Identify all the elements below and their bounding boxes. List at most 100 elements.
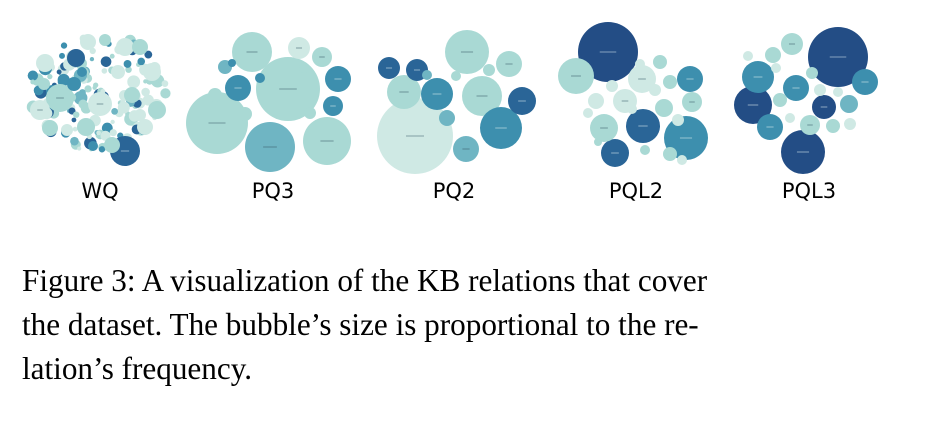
relation-bubble xyxy=(88,141,98,151)
figure-image: WQ PQ3 PQ2 PQL2 PQL3 xyxy=(26,22,878,203)
relation-bubble xyxy=(89,56,95,62)
relation-bubble xyxy=(77,146,82,151)
relation-bubble xyxy=(663,75,677,89)
relation-bubble xyxy=(833,87,843,97)
relation-bubble xyxy=(137,119,153,135)
bubble-panel-pql3 xyxy=(734,27,878,174)
relation-bubble xyxy=(304,107,316,119)
relation-bubble xyxy=(844,118,856,130)
relation-bubble xyxy=(70,136,79,146)
relation-bubble xyxy=(123,60,132,68)
relation-bubble xyxy=(127,75,141,89)
panel-label-pq3: PQ3 xyxy=(252,179,295,203)
relation-bubble xyxy=(785,113,795,123)
relation-bubble xyxy=(71,117,77,123)
relation-bubble xyxy=(84,85,92,93)
relation-bubble xyxy=(672,114,684,126)
relation-bubble xyxy=(77,118,95,136)
relation-bubble xyxy=(57,73,70,86)
relation-bubble xyxy=(110,119,115,125)
relation-bubble xyxy=(814,84,826,96)
relation-bubble xyxy=(677,155,687,165)
relation-bubble xyxy=(38,78,50,90)
bubble-panel-wq xyxy=(26,34,171,166)
relation-bubble xyxy=(67,49,85,67)
relation-bubble xyxy=(826,119,840,133)
relation-bubble xyxy=(134,109,146,121)
relation-bubble xyxy=(72,111,80,118)
relation-bubble xyxy=(117,101,130,114)
relation-bubble xyxy=(144,50,153,59)
caption-figure-number: Figure 3: xyxy=(22,263,136,298)
bubble-panel-pql2 xyxy=(558,22,708,167)
relation-bubble xyxy=(483,64,495,76)
figure-caption: Figure 3: A visualization of the KB rela… xyxy=(22,259,917,391)
caption-line-3: lation’s frequency. xyxy=(22,351,253,386)
bubble-panel-pq2 xyxy=(377,30,536,174)
relation-bubble xyxy=(42,120,58,136)
relation-bubble xyxy=(583,108,593,118)
relation-bubble xyxy=(67,77,81,91)
relation-bubble xyxy=(208,88,222,102)
relation-bubble xyxy=(588,93,604,109)
relation-bubble xyxy=(93,82,99,88)
relation-bubble xyxy=(111,65,125,79)
relation-bubble xyxy=(47,73,53,80)
relation-bubble xyxy=(228,59,236,67)
relation-bubble xyxy=(771,63,781,73)
relation-bubble xyxy=(89,47,96,55)
relation-bubble xyxy=(101,122,113,134)
relation-bubble xyxy=(255,73,265,83)
relation-bubble xyxy=(840,95,858,113)
bubble-panel-pq3 xyxy=(186,32,351,172)
relation-bubble xyxy=(594,138,602,146)
relation-bubble xyxy=(743,51,753,61)
relation-bubble xyxy=(96,130,101,136)
panel-label-pql3: PQL3 xyxy=(782,179,836,203)
relation-bubble xyxy=(60,42,68,49)
relation-bubble xyxy=(161,80,169,87)
relation-bubble xyxy=(627,104,637,114)
relation-bubble xyxy=(100,56,112,67)
relation-bubble xyxy=(72,126,78,132)
relation-bubble xyxy=(663,147,677,161)
relation-bubble xyxy=(109,129,117,137)
relation-bubble xyxy=(160,88,171,99)
relation-bubble xyxy=(125,66,132,73)
relation-bubble xyxy=(773,93,787,107)
relation-bubble xyxy=(61,124,73,136)
relation-bubble xyxy=(104,137,120,153)
caption-line-1-text: A visualization of the KB relations that… xyxy=(141,263,708,298)
relation-bubble xyxy=(80,34,96,50)
relation-bubble xyxy=(141,87,150,97)
relation-bubble xyxy=(137,57,146,66)
panel-label-pq2: PQ2 xyxy=(433,179,476,203)
relation-bubble xyxy=(116,38,134,56)
relation-bubble xyxy=(30,79,36,85)
caption-line-1: Figure 3: A visualization of the KB rela… xyxy=(22,259,917,303)
relation-bubble xyxy=(111,107,118,115)
relation-bubble xyxy=(640,145,650,155)
relation-bubble xyxy=(635,59,645,69)
relation-bubble xyxy=(238,107,252,121)
relation-bubble xyxy=(655,99,673,117)
relation-bubble xyxy=(143,63,161,81)
relation-bubble xyxy=(98,146,106,153)
relation-bubble xyxy=(99,34,111,46)
relation-bubble xyxy=(606,80,618,92)
panel-label-wq: WQ xyxy=(81,179,118,203)
relation-bubble xyxy=(109,53,115,59)
relation-bubble xyxy=(59,52,65,59)
relation-bubble xyxy=(422,70,432,80)
relation-bubble xyxy=(36,54,54,72)
relation-bubble xyxy=(653,55,667,69)
relation-bubble xyxy=(27,70,39,81)
relation-bubble xyxy=(439,110,455,126)
caption-line-2: the dataset. The bubble’s size is propor… xyxy=(22,307,699,342)
panel-label-pql2: PQL2 xyxy=(609,179,663,203)
relation-bubble xyxy=(649,84,661,96)
relation-bubble xyxy=(56,69,62,75)
relation-bubble xyxy=(765,47,781,63)
relation-bubble xyxy=(299,63,309,73)
relation-bubble xyxy=(101,68,108,74)
